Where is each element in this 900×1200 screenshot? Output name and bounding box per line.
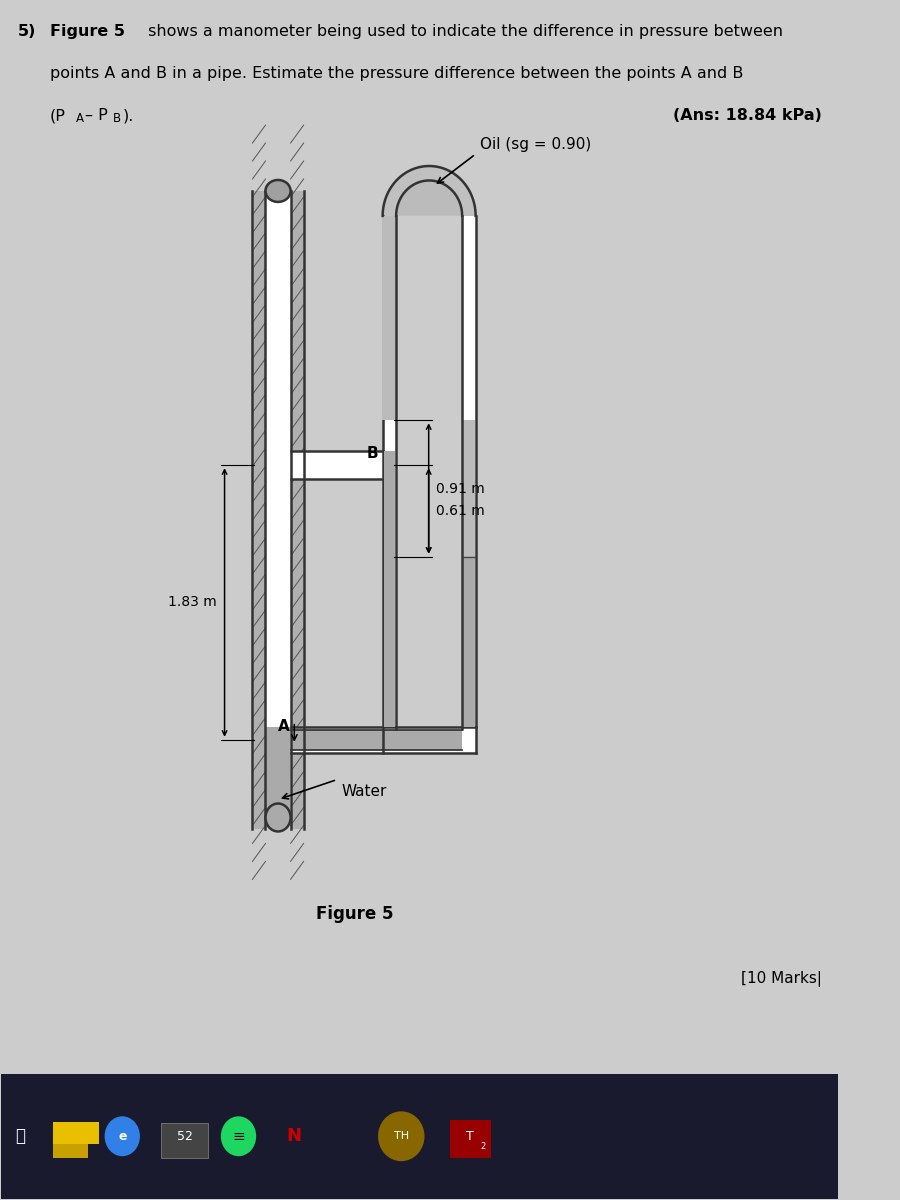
Text: ≡: ≡ xyxy=(232,1129,245,1144)
Text: B: B xyxy=(366,446,378,461)
Bar xyxy=(52,1122,99,1145)
Bar xyxy=(450,1121,491,1158)
Text: TH: TH xyxy=(393,1132,409,1141)
Text: A: A xyxy=(76,112,84,125)
Text: Oil (sg = 0.90): Oil (sg = 0.90) xyxy=(481,137,591,151)
Ellipse shape xyxy=(220,1116,256,1157)
Bar xyxy=(383,451,395,727)
Bar xyxy=(161,1123,208,1158)
Text: – P: – P xyxy=(86,108,108,124)
Bar xyxy=(463,420,474,557)
Bar xyxy=(266,727,290,811)
Bar xyxy=(291,451,382,479)
Text: Water: Water xyxy=(342,784,387,799)
Text: (Ans: 18.84 kPa): (Ans: 18.84 kPa) xyxy=(672,108,822,124)
Ellipse shape xyxy=(378,1111,425,1162)
Text: 2: 2 xyxy=(481,1141,486,1151)
Text: 1.83 m: 1.83 m xyxy=(168,595,217,610)
Bar xyxy=(382,216,396,727)
Bar xyxy=(2,1074,838,1199)
Ellipse shape xyxy=(266,804,291,832)
Bar xyxy=(463,557,474,727)
Text: [10 Marks|: [10 Marks| xyxy=(741,971,822,988)
Polygon shape xyxy=(396,180,463,216)
Text: A: A xyxy=(278,719,290,733)
Text: Figure 5: Figure 5 xyxy=(316,905,393,923)
Bar xyxy=(291,191,303,829)
Text: shows a manometer being used to indicate the difference in pressure between: shows a manometer being used to indicate… xyxy=(143,24,783,40)
Text: Figure 5: Figure 5 xyxy=(50,24,125,40)
Ellipse shape xyxy=(104,1116,140,1157)
Text: 5): 5) xyxy=(18,24,37,40)
Bar xyxy=(266,191,291,811)
Ellipse shape xyxy=(266,180,291,202)
Text: N: N xyxy=(287,1127,302,1145)
Bar xyxy=(291,727,475,752)
Text: e: e xyxy=(118,1129,127,1142)
Polygon shape xyxy=(396,180,463,216)
Text: T: T xyxy=(466,1129,474,1142)
Bar xyxy=(253,191,266,829)
Text: points A and B in a pipe. Estimate the pressure difference between the points A : points A and B in a pipe. Estimate the p… xyxy=(50,66,743,82)
Text: 日: 日 xyxy=(15,1127,25,1145)
Bar xyxy=(52,1128,88,1158)
Bar xyxy=(462,216,475,727)
Bar xyxy=(292,730,462,750)
Text: 0.91 m: 0.91 m xyxy=(436,481,485,496)
Text: ).: ). xyxy=(122,108,134,124)
Text: 52: 52 xyxy=(176,1129,193,1142)
Bar xyxy=(382,216,397,420)
Text: 0.61 m: 0.61 m xyxy=(436,504,485,518)
Text: (P: (P xyxy=(50,108,66,124)
Text: B: B xyxy=(113,112,122,125)
Polygon shape xyxy=(382,166,475,216)
